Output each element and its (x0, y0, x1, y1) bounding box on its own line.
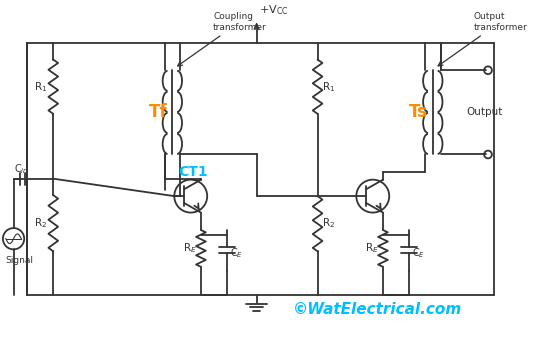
Text: ©WatElectrical.com: ©WatElectrical.com (293, 302, 462, 317)
Text: Output: Output (467, 107, 503, 117)
Text: Output
transformer: Output transformer (438, 12, 527, 66)
Text: +V$_\mathrm{CC}$: +V$_\mathrm{CC}$ (259, 3, 289, 17)
Text: Signal: Signal (6, 255, 34, 264)
Circle shape (484, 150, 492, 158)
Text: C$_E$: C$_E$ (230, 246, 243, 260)
Text: Ts: Ts (409, 103, 427, 121)
Text: R$_1$: R$_1$ (34, 80, 47, 94)
Text: R$_2$: R$_2$ (323, 216, 335, 230)
Text: CT1: CT1 (178, 165, 208, 179)
Text: R$_2$: R$_2$ (34, 216, 47, 230)
Text: Coupling
transformer: Coupling transformer (178, 12, 267, 66)
Text: Tf: Tf (149, 103, 168, 121)
Text: R$_E$: R$_E$ (364, 241, 378, 255)
Text: C$_E$: C$_E$ (412, 246, 425, 260)
Circle shape (484, 66, 492, 74)
Text: R$_1$: R$_1$ (323, 80, 336, 94)
Text: R$_E$: R$_E$ (182, 241, 196, 255)
Text: C$_{in}$: C$_{in}$ (14, 162, 28, 176)
